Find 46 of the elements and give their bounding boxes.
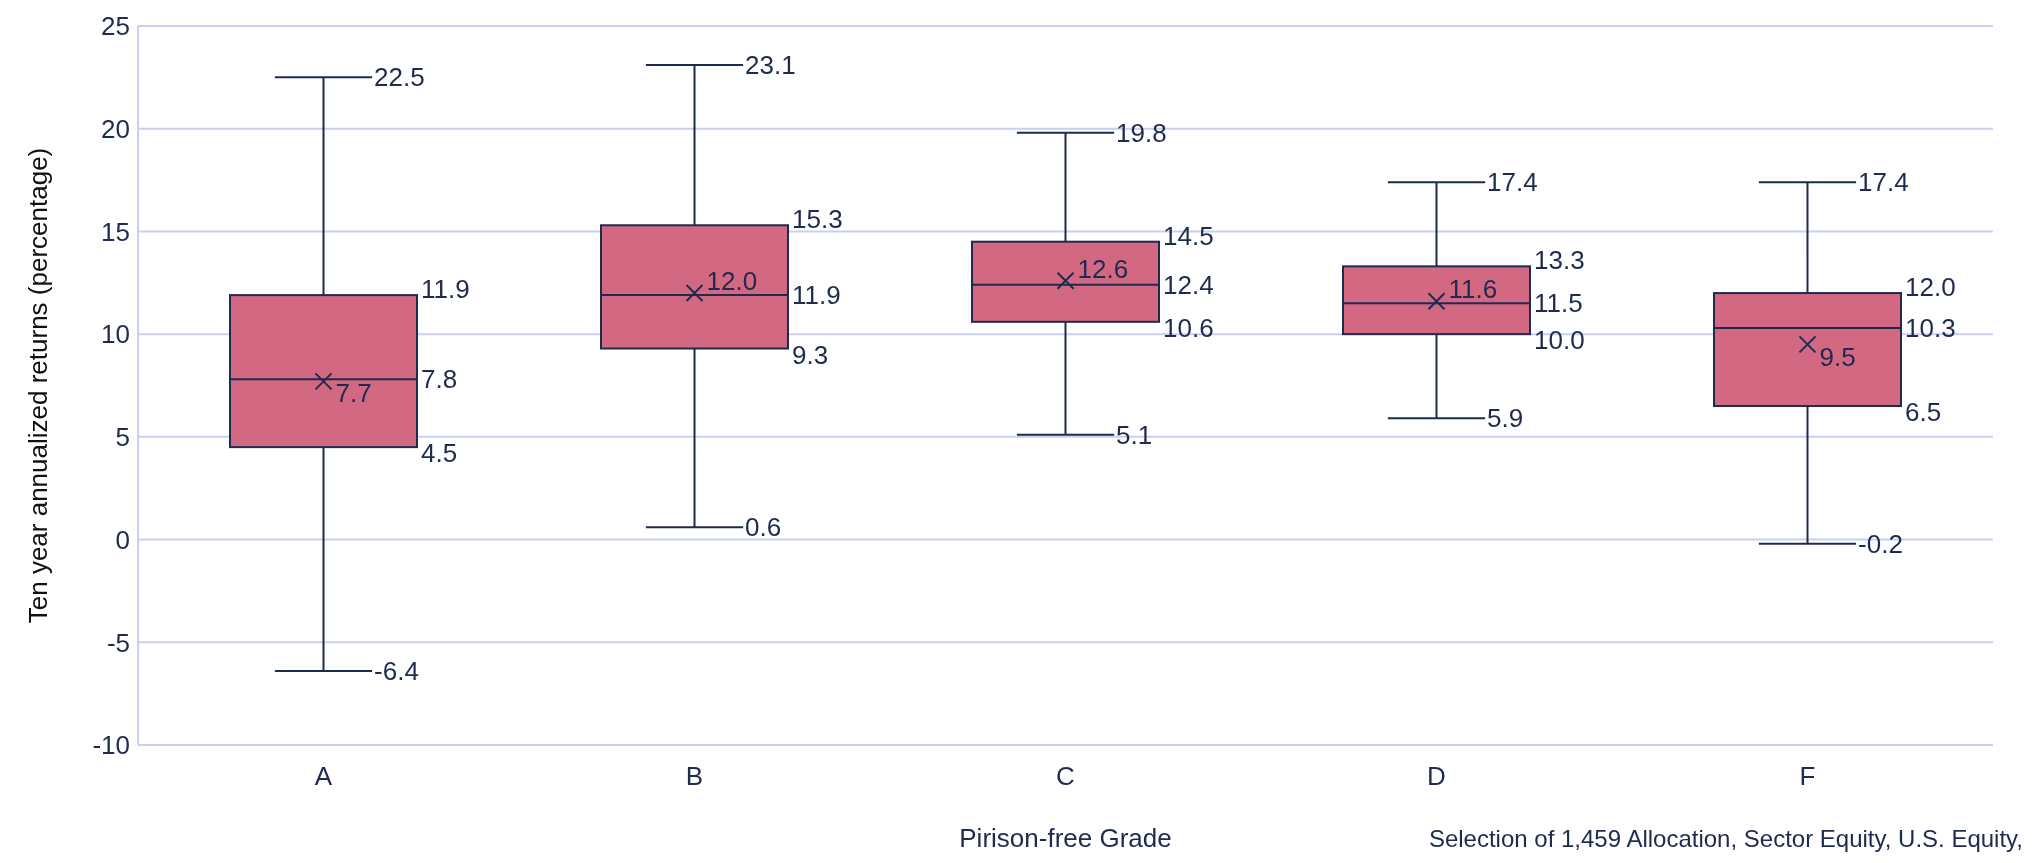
annotation: 5.1	[1116, 419, 1153, 450]
x-tick-label: B	[685, 761, 704, 792]
annotation: 11.9	[792, 280, 841, 311]
x-tick-label: F	[1799, 761, 1816, 792]
annotation: 10.0	[1534, 325, 1585, 356]
annotation: 10.3	[1905, 313, 1956, 344]
x-axis-title: Pirison-free Grade	[959, 823, 1172, 853]
annotation: 10.6	[1163, 312, 1214, 343]
annotation: 11.6	[1448, 274, 1498, 305]
annotation: 12.6	[1077, 253, 1129, 284]
y-tick-label: -10	[92, 730, 130, 761]
y-tick-label: -5	[106, 627, 130, 658]
y-tick-label: 10	[101, 319, 130, 350]
y-tick-label: 25	[101, 11, 130, 42]
x-tick-label: D	[1427, 761, 1446, 792]
annotation: 22.5	[374, 62, 425, 93]
annotation: 19.8	[1116, 117, 1167, 148]
annotation: 17.4	[1858, 167, 1909, 198]
annotation: 7.8	[421, 364, 458, 395]
annotation: 12.0	[706, 266, 758, 297]
annotation: -0.2	[1858, 528, 1903, 559]
y-tick-label: 20	[101, 113, 130, 144]
x-tick-label: A	[314, 761, 333, 792]
y-axis-title: Ten year annualized returns (percentage)	[23, 147, 54, 624]
annotation: 5.9	[1487, 403, 1524, 434]
annotation: 14.5	[1163, 220, 1214, 251]
y-tick-label: 5	[115, 422, 130, 453]
annotation: 12.0	[1905, 272, 1956, 303]
annotation: 17.4	[1487, 167, 1538, 198]
annotation: 11.9	[421, 274, 470, 305]
annotation: 12.4	[1163, 269, 1214, 300]
annotation: 23.1	[745, 50, 796, 81]
annotation: -6.4	[374, 656, 419, 687]
annotation: 0.6	[745, 512, 782, 543]
annotation: 15.3	[792, 204, 843, 235]
annotation: 7.7	[335, 378, 372, 409]
annotation: 13.3	[1534, 245, 1585, 276]
y-tick-label: 15	[101, 216, 130, 247]
y-tick-label: 0	[115, 524, 130, 555]
text: Selection of 1,459 Allocation, Sector Equity, U.S. Equity,	[1428, 825, 2023, 853]
annotation: 9.5	[1819, 341, 1856, 372]
x-tick-label: C	[1056, 761, 1075, 792]
annotation: 6.5	[1905, 397, 1942, 428]
annotation: 4.5	[421, 438, 458, 469]
annotation: 9.3	[792, 339, 829, 370]
annotation: 11.5	[1534, 288, 1583, 319]
